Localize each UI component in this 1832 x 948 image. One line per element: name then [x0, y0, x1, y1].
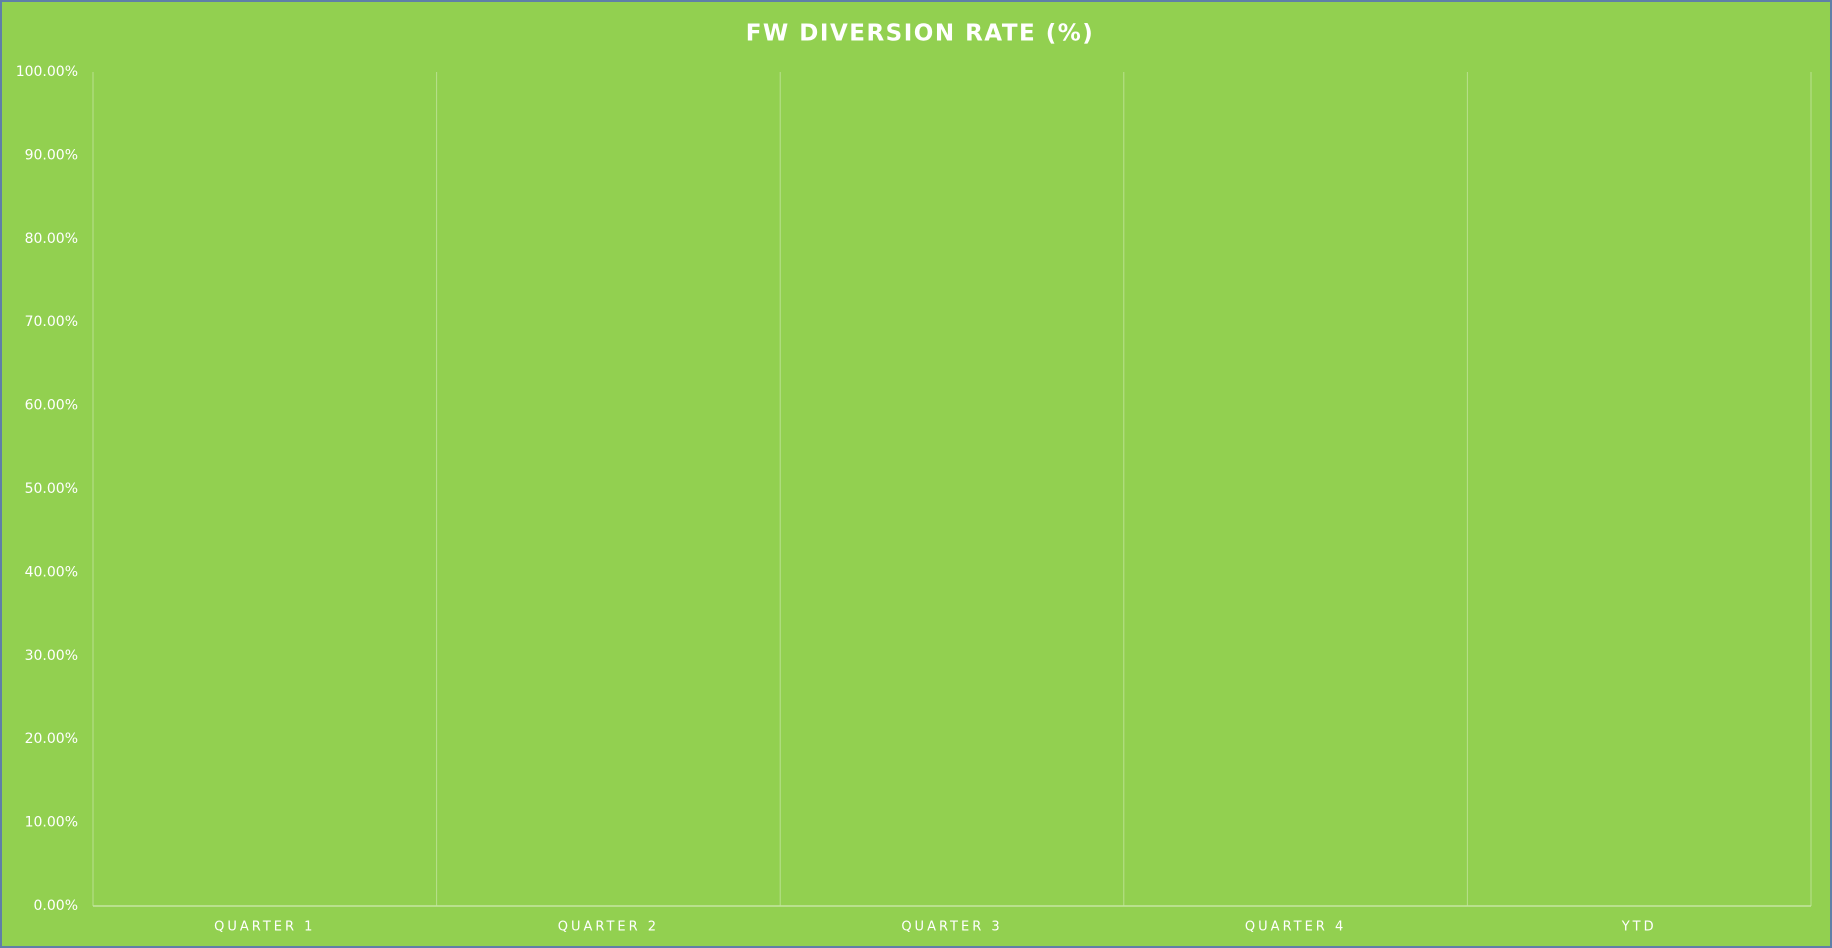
y-tick-label: 50.00%: [25, 481, 78, 497]
x-tick-label: QUARTER 1: [214, 920, 315, 935]
x-tick-label: YTD: [1621, 920, 1657, 935]
chart-title: FW DIVERSION RATE (%): [746, 21, 1095, 47]
y-tick-label: 70.00%: [25, 314, 78, 330]
x-tick-label: QUARTER 3: [901, 920, 1002, 935]
y-tick-label: 20.00%: [25, 731, 78, 747]
y-tick-label: 90.00%: [25, 147, 78, 163]
y-tick-label: 60.00%: [25, 398, 78, 414]
y-tick-label: 100.00%: [16, 64, 78, 80]
x-tick-label: QUARTER 2: [558, 920, 659, 935]
y-tick-label: 40.00%: [25, 564, 78, 580]
y-tick-label: 10.00%: [25, 815, 78, 831]
x-tick-label: QUARTER 4: [1245, 920, 1346, 935]
y-tick-label: 30.00%: [25, 648, 78, 664]
y-tick-label: 80.00%: [25, 231, 78, 247]
y-tick-label: 0.00%: [34, 898, 78, 914]
